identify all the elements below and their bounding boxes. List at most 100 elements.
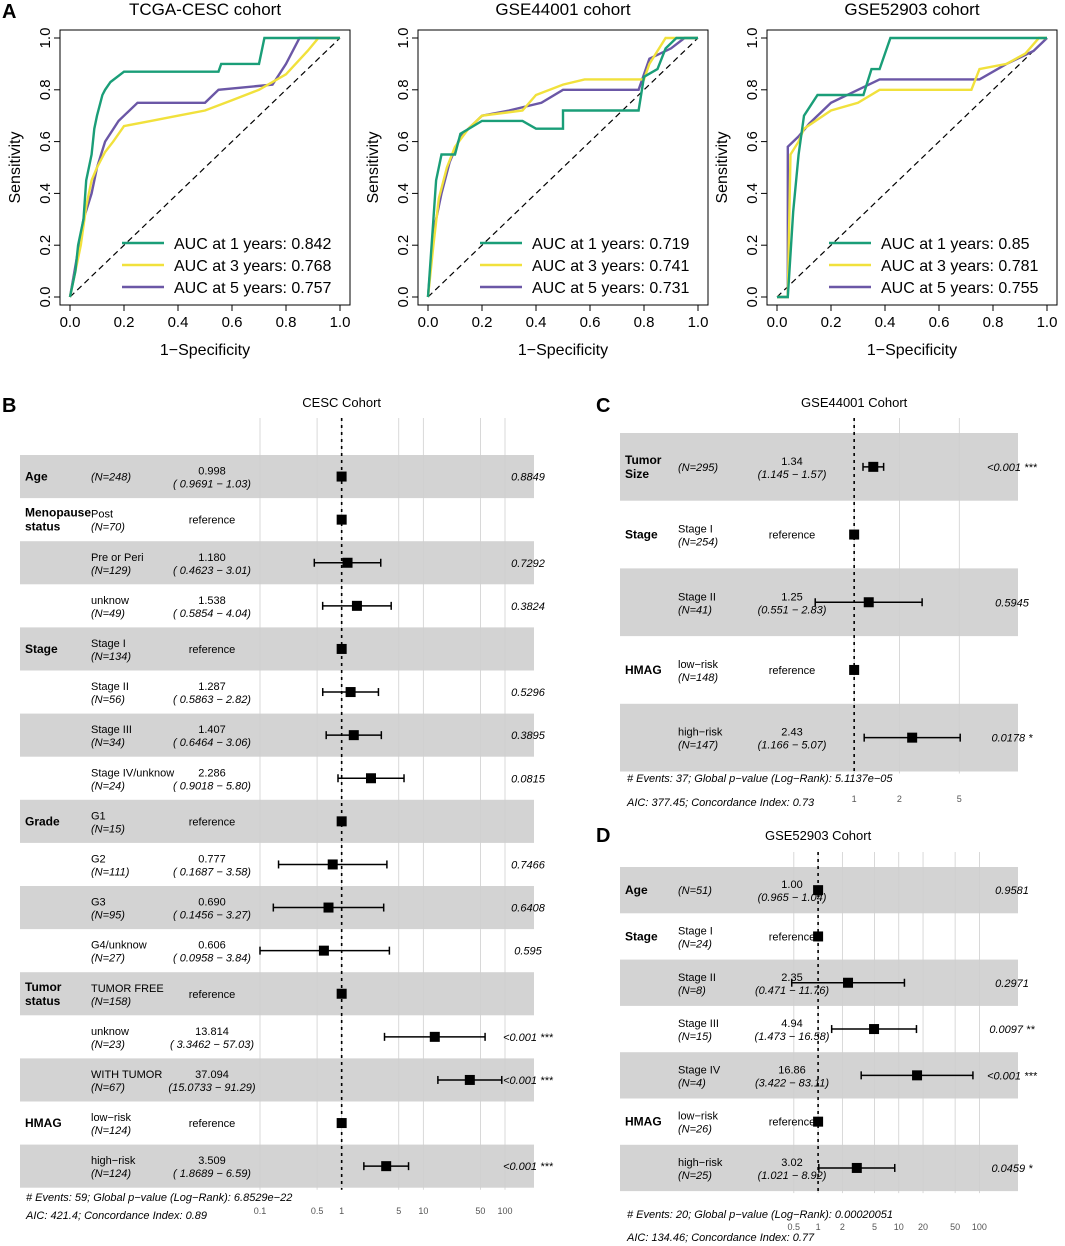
roc-curve-1yr xyxy=(777,36,1047,299)
panel-label-b: B xyxy=(2,395,16,417)
n-label: (N=254) xyxy=(678,537,718,549)
hr-point xyxy=(345,687,356,698)
ci-value: (1.145 − 1.57) xyxy=(758,469,827,481)
roc-curve-3yr xyxy=(426,36,698,298)
level-label: TUMOR FREE xyxy=(91,983,164,995)
hr-point xyxy=(365,773,376,784)
level-label: Stage II xyxy=(91,681,129,693)
hr-value: 2.286 xyxy=(198,767,226,779)
hr-value: 37.094 xyxy=(195,1069,229,1081)
y-tick-label: 0.4 xyxy=(37,183,54,204)
x-tick-label: 1.0 xyxy=(1037,314,1058,331)
level-label: unknow xyxy=(91,595,129,607)
hr-value: 0.777 xyxy=(198,853,226,865)
axis-tick-label: 0.5 xyxy=(788,1222,801,1232)
axis-tick-label: 5 xyxy=(957,794,962,804)
reference-diagonal xyxy=(776,37,1048,298)
ci-value: ( 0.6464 − 3.06) xyxy=(173,737,251,749)
roc-curve-1yr xyxy=(426,36,698,298)
roc-chart-3: GSE52903 cohort 0.0 0.0 0.2 0.2 0.4 0.4 0.6 0.6 0… xyxy=(714,0,1058,359)
variable-name: Stage xyxy=(625,528,658,542)
level-label: Stage IV xyxy=(678,1064,721,1076)
legend-entry: AUC at 5 years: 0.757 xyxy=(174,280,332,297)
x-tick-label: 0.2 xyxy=(114,314,135,331)
ci-value: ( 0.0958 − 3.84) xyxy=(173,953,251,965)
n-label: (N=134) xyxy=(91,651,131,663)
n-label: (N=129) xyxy=(91,565,131,577)
x-tick-label: 0.6 xyxy=(929,314,950,331)
x-tick-label: 0.8 xyxy=(983,314,1004,331)
x-tick-label: 0.4 xyxy=(168,314,189,331)
ci-value: ( 0.9018 − 5.80) xyxy=(173,780,251,792)
hr-point xyxy=(336,1118,347,1129)
n-label: (N=158) xyxy=(91,996,131,1008)
n-label: (N=24) xyxy=(678,938,712,950)
level-label: unknow xyxy=(91,1026,129,1038)
row-band xyxy=(20,627,534,671)
n-label: (N=25) xyxy=(678,1170,712,1182)
ci-value: (1.473 − 16.58) xyxy=(755,1031,830,1043)
y-axis-label: Sensitivity xyxy=(714,131,731,203)
ci-value: ( 0.4623 − 3.01) xyxy=(173,565,251,577)
y-tick-label: 0.6 xyxy=(744,131,761,152)
ci-value: ( 0.5863 − 2.82) xyxy=(173,694,251,706)
level-label: high−risk xyxy=(678,1157,723,1169)
level-label: high−risk xyxy=(91,1155,136,1167)
reference-diagonal xyxy=(427,37,699,298)
legend-entry: AUC at 1 years: 0.85 xyxy=(881,236,1030,253)
x-tick-label: 0.4 xyxy=(526,314,547,331)
p-value: 0.0178 * xyxy=(992,733,1034,745)
n-label: (N=70) xyxy=(91,522,125,534)
n-label: (N=4) xyxy=(678,1077,706,1089)
hr-point xyxy=(464,1074,475,1085)
x-tick-label: 0.0 xyxy=(418,314,439,331)
y-tick-label: 0.4 xyxy=(744,183,761,204)
legend-entry: AUC at 3 years: 0.741 xyxy=(532,258,690,275)
variable-name-full: Menopause status xyxy=(25,509,130,523)
variable-name: HMAG xyxy=(625,663,662,677)
axis-tick-label: 1 xyxy=(816,1222,821,1232)
hr-point xyxy=(813,885,824,896)
n-label: (N=147) xyxy=(678,740,718,752)
level-label: high−risk xyxy=(678,727,723,739)
p-value: 0.2971 xyxy=(995,978,1029,990)
x-tick-label: 1.0 xyxy=(688,314,709,331)
reference-diagonal xyxy=(69,37,341,298)
footer-events: # Events: 20; Global p−value (Log−Rank):… xyxy=(627,1209,893,1221)
level-label: low−risk xyxy=(91,1112,132,1124)
hr-value: 2.43 xyxy=(781,727,802,739)
variable-name: Age xyxy=(25,470,48,484)
n-label: (N=111) xyxy=(91,866,130,878)
variable-name: Tumor xyxy=(625,453,662,467)
axis-tick-label: 1 xyxy=(852,794,857,804)
n-label: (N=51) xyxy=(678,885,712,897)
level-label: Stage IV/unknow xyxy=(91,767,174,779)
roc-curve-1yr xyxy=(68,36,340,298)
p-value: 0.7292 xyxy=(511,558,545,570)
x-tick-label: 0.6 xyxy=(580,314,601,331)
y-tick-label: 0.0 xyxy=(395,287,412,308)
y-tick-label: 1.0 xyxy=(395,28,412,49)
hr-point xyxy=(851,1162,862,1173)
y-tick-label: 0.8 xyxy=(744,79,761,100)
hr-reference: reference xyxy=(189,1118,235,1130)
ci-value: (3.422 − 83.11) xyxy=(755,1077,829,1089)
axis-tick-label: 50 xyxy=(950,1222,960,1232)
hr-point xyxy=(336,514,347,525)
panel-label-a: A xyxy=(2,1,16,23)
hr-value: 1.538 xyxy=(198,595,226,607)
footer-aic: AIC: 377.45; Concordance Index: 0.73 xyxy=(626,797,815,809)
n-label: (N=295) xyxy=(678,462,718,474)
hr-point xyxy=(348,730,359,741)
x-tick-label: 0.4 xyxy=(875,314,896,331)
hr-reference: reference xyxy=(769,665,815,677)
hr-value: 3.02 xyxy=(781,1157,802,1169)
forest-plot-forestB: CESC Cohort 0.1 0.5 1 5 10 50 100 Age (N=248) 0.99… xyxy=(20,395,554,1222)
forest-title: CESC Cohort xyxy=(302,395,381,410)
p-value: 0.0097 ** xyxy=(989,1024,1035,1036)
p-value: 0.7466 xyxy=(511,859,546,871)
y-tick-label: 0.0 xyxy=(744,287,761,308)
hr-value: 0.606 xyxy=(198,940,226,952)
hr-point xyxy=(907,732,918,743)
